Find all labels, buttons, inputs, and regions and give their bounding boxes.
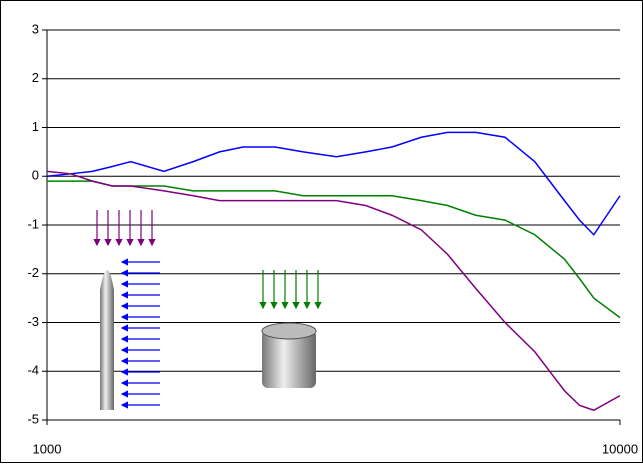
y-tick-label: -4 <box>27 363 39 378</box>
y-tick-label: -2 <box>27 265 39 280</box>
y-tick-label: -3 <box>27 314 39 329</box>
arrows-top <box>93 210 156 247</box>
series-line <box>46 170 621 412</box>
y-tick-label: 2 <box>32 70 39 85</box>
y-tick-label: 0 <box>32 168 39 183</box>
x-tick-label: 10000 <box>602 441 638 456</box>
pressure-microphone <box>262 330 316 388</box>
y-tick-label: -5 <box>27 411 39 426</box>
y-tick-label: 1 <box>32 119 39 134</box>
series-line <box>46 131 621 236</box>
y-tick-label: -1 <box>27 216 39 231</box>
pencil-microphone <box>100 270 114 410</box>
plot-area: -5 -4 -3 -2 -1 0 1 2 3 1000 10000 <box>27 21 638 456</box>
y-tick-label: 3 <box>32 21 39 36</box>
microphone-grille <box>261 322 317 340</box>
arrows-side <box>120 258 160 409</box>
illustration <box>93 210 322 410</box>
arrows-top <box>259 270 322 310</box>
x-tick-label: 1000 <box>33 441 62 456</box>
